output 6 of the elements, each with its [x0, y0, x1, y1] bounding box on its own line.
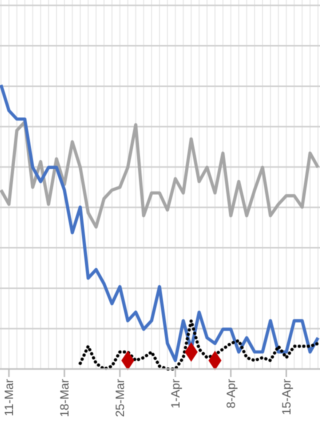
x-tick-label: 1-Apr: [168, 378, 182, 408]
x-tick-label: 8-Apr: [224, 378, 238, 408]
x-tick-label: 18-Mar: [57, 379, 72, 418]
x-tick-label: 11-Mar: [2, 379, 16, 416]
x-tick-label: 25-Mar: [112, 379, 127, 418]
x-tick-label: 15-Apr: [279, 379, 294, 416]
